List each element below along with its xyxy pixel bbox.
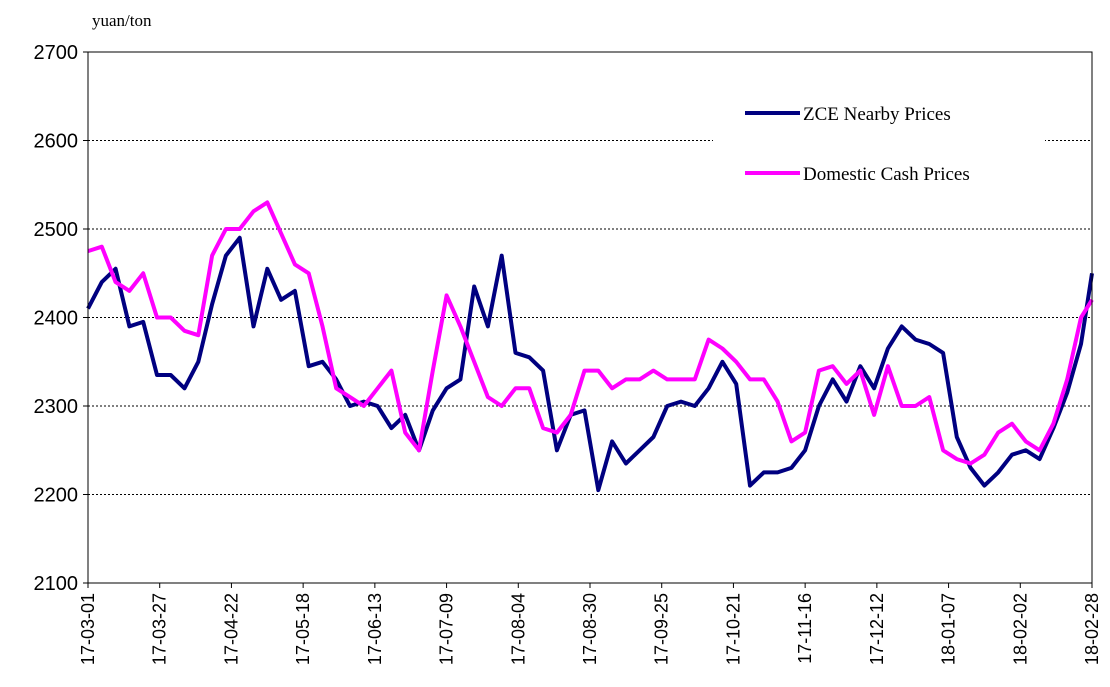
legend-box <box>713 85 1045 205</box>
series-line <box>86 235 1094 493</box>
x-tick-label: 17-08-30 <box>580 593 600 665</box>
legend-label: ZCE Nearby Prices <box>803 104 951 125</box>
x-tick-label: 17-11-16 <box>795 593 815 664</box>
x-tick-label: 17-09-25 <box>652 593 672 665</box>
y-tick-label: 2100 <box>34 573 79 595</box>
x-tick-label: 18-01-07 <box>939 593 959 665</box>
x-tick-label: 18-02-28 <box>1082 593 1102 665</box>
legend-label: Domestic Cash Prices <box>803 164 970 185</box>
y-tick-label: 2700 <box>34 42 79 64</box>
x-tick-label: 17-03-27 <box>150 593 170 665</box>
series-line <box>87 200 1094 466</box>
y-tick-label: 2600 <box>34 131 79 153</box>
x-tick-label: 17-10-21 <box>723 593 743 665</box>
x-tick-label: 17-05-18 <box>293 593 313 665</box>
x-tick-label: 17-03-01 <box>78 593 98 665</box>
x-tick-label: 18-02-02 <box>1010 593 1030 665</box>
x-tick-label: 17-04-22 <box>221 593 241 665</box>
legend: ZCE Nearby Prices Domestic Cash Prices <box>713 85 1045 205</box>
x-tick-label: 17-12-12 <box>867 593 887 665</box>
plot-border <box>87 51 1093 584</box>
y-tick-label: 2500 <box>34 219 79 241</box>
x-tick-label: 17-08-04 <box>508 593 528 665</box>
y-axis-label: yuan/ton <box>92 11 152 30</box>
y-tick-label: 2200 <box>34 485 79 507</box>
y-tick-label: 2300 <box>34 396 79 418</box>
x-tick-label: 17-07-09 <box>437 593 457 665</box>
x-tick-label: 17-06-13 <box>365 593 385 665</box>
y-tick-label: 2400 <box>34 308 79 330</box>
